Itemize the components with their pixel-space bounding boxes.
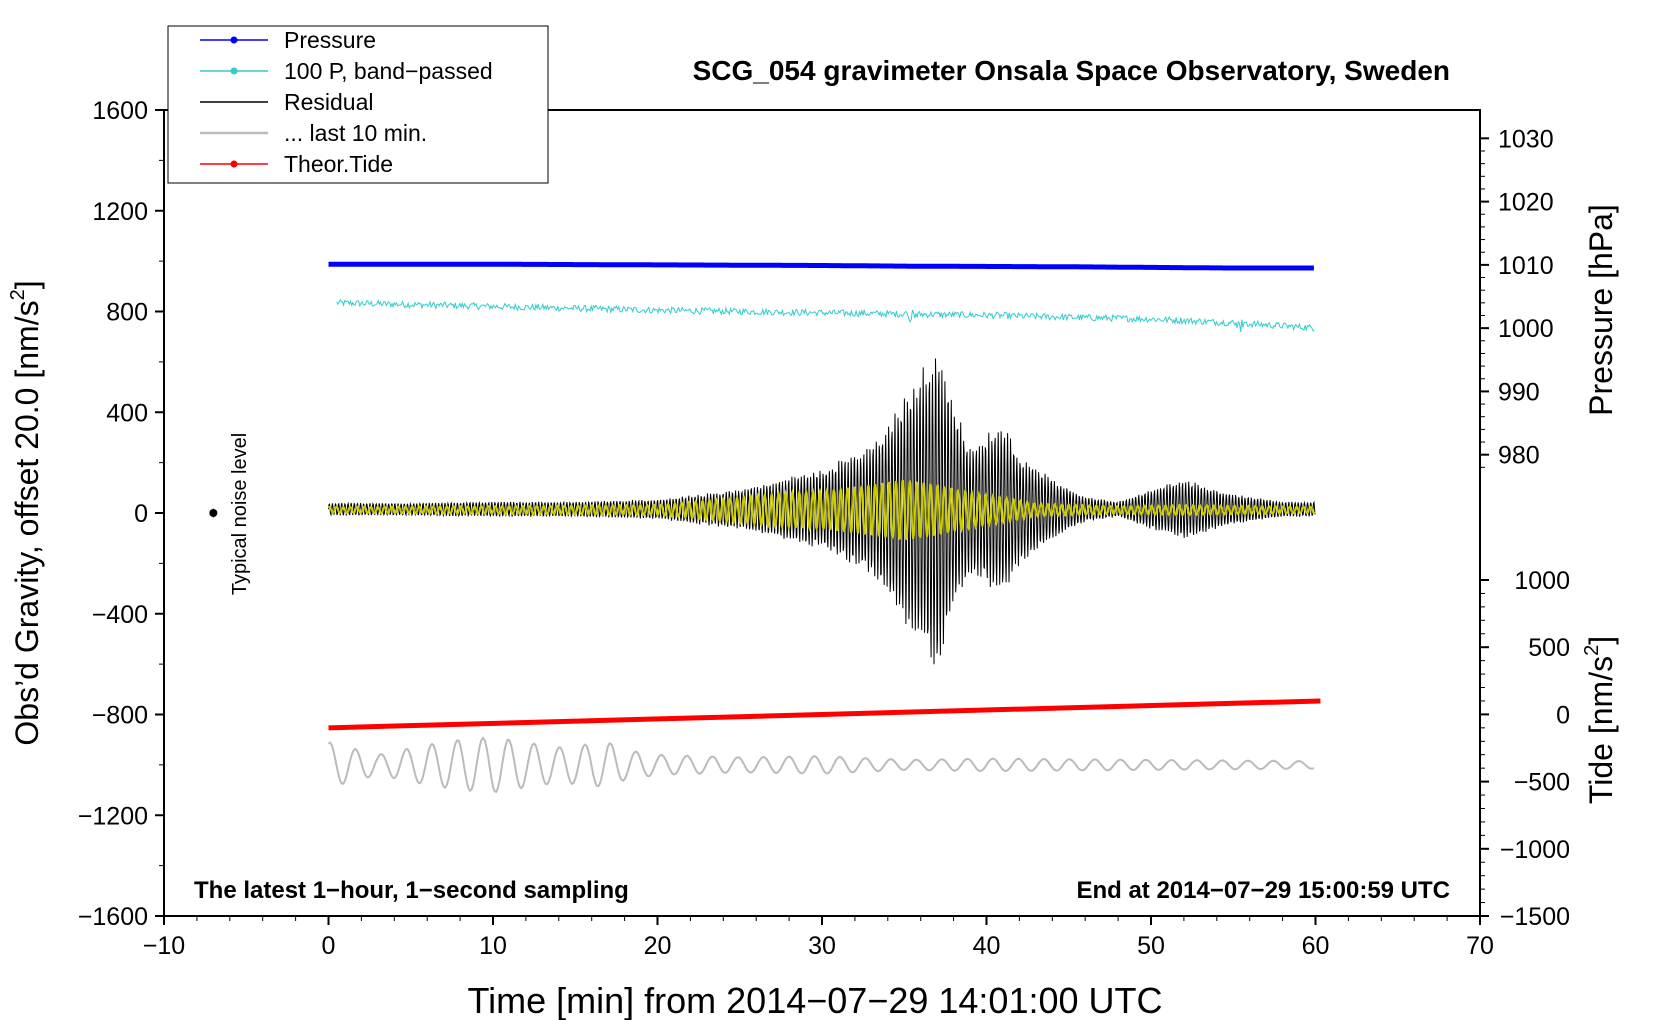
x-tick-label: 20: [644, 932, 672, 960]
annotation-sampling: The latest 1−hour, 1−second sampling: [194, 877, 629, 904]
tide-tick-label: −500: [1514, 769, 1570, 797]
pressure-tick-label: 1000: [1498, 315, 1554, 343]
legend-label: Theor.Tide: [284, 151, 393, 177]
y-label-left-close: ]: [9, 280, 45, 289]
pressure-tick-label: 1020: [1498, 189, 1554, 217]
pressure-tick-label: 1010: [1498, 252, 1554, 280]
y-axis-label-tide: Tide [nm/s2]: [1581, 636, 1619, 804]
pressure-tick-label: 990: [1498, 378, 1540, 406]
legend-label: 100 P, band−passed: [284, 58, 493, 84]
y-label-tide-sup: 2: [1581, 645, 1603, 656]
legend-box: [167, 25, 549, 184]
tide-tick-label: 500: [1528, 634, 1570, 662]
y-label-left-main: Obs’d Gravity, offset 20.0 [nm/s: [9, 300, 45, 745]
x-tick-label: 0: [322, 932, 336, 960]
y-axis-ticks: 1600 1200 800 400 0 −400 −800 −1200 −1600: [78, 97, 164, 931]
y-tick-label: 800: [106, 299, 148, 327]
tide-axis-ticks: 1000 500 0 −500 −1000 −1500: [1480, 567, 1570, 931]
pressure-axis-ticks: 1030 1020 1010 1000 990 980: [1480, 125, 1554, 470]
y-axis-label-left: Obs’d Gravity, offset 20.0 [nm/s2]: [7, 280, 45, 745]
y-tick-label: −400: [92, 601, 148, 629]
noise-marker: [209, 508, 218, 518]
x-axis-label: Time [min] from 2014−07−29 14:01:00 UTC: [467, 980, 1162, 1020]
y-label-tide-close: ]: [1583, 636, 1619, 645]
legend-label: Pressure: [284, 27, 376, 53]
y-axis-label-pressure: Pressure [hPa]: [1583, 204, 1619, 416]
x-tick-label: 60: [1302, 932, 1330, 960]
pressure-tick-label: 1030: [1498, 125, 1554, 153]
y-tick-label: 1600: [92, 97, 148, 125]
y-tick-label: 1200: [92, 198, 148, 226]
x-axis-ticks: −10 0 10 20 30 40 50 60 70: [143, 916, 1494, 960]
series-group: [327, 261, 1321, 794]
tide-tick-label: 1000: [1514, 567, 1570, 595]
series-band-passed-line: [336, 298, 1315, 333]
legend-swatch-marker: [230, 36, 238, 44]
series-pressure-line: [328, 261, 1314, 271]
x-tick-label: 50: [1137, 932, 1165, 960]
x-tick-label: 40: [973, 932, 1001, 960]
series-tide-line: [328, 698, 1321, 731]
series-residual-filtered-line: [327, 479, 1316, 541]
y-tick-label: −800: [92, 702, 148, 730]
legend: Pressure 100 P, band−passed Residual ... la…: [167, 25, 549, 184]
x-tick-label: −10: [143, 932, 185, 960]
x-tick-label: 30: [808, 932, 836, 960]
tide-tick-label: −1000: [1500, 836, 1570, 864]
tide-tick-label: −1500: [1500, 903, 1570, 931]
legend-label: Residual: [284, 89, 374, 115]
tide-tick-label: 0: [1556, 701, 1570, 729]
pressure-tick-label: 980: [1498, 442, 1540, 470]
series-last-10-min-line: [327, 736, 1315, 794]
y-tick-label: 400: [106, 399, 148, 427]
legend-swatch-marker: [230, 67, 238, 75]
noise-dot: [209, 509, 218, 517]
y-label-left-sup: 2: [7, 289, 29, 300]
x-tick-label: 10: [479, 932, 507, 960]
noise-label: Typical noise level: [229, 433, 251, 595]
x-tick-label: 70: [1466, 932, 1494, 960]
y-tick-label: −1200: [78, 802, 148, 830]
annotation-end-time: End at 2014−07−29 15:00:59 UTC: [1076, 877, 1450, 904]
chart-title: SCG_054 gravimeter Onsala Space Observat…: [693, 55, 1450, 86]
y-label-tide-main: Tide [nm/s: [1583, 656, 1619, 804]
legend-label: ... last 10 min.: [284, 120, 427, 146]
y-tick-label: −1600: [78, 903, 148, 931]
legend-swatch-marker: [230, 160, 238, 168]
y-tick-label: 0: [134, 500, 148, 528]
